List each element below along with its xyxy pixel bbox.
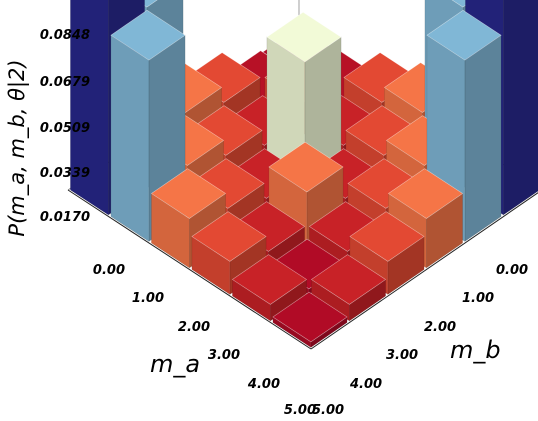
z-axis-title: P(m_a, m_b, θ|2) bbox=[5, 59, 30, 236]
labels-layer: 0.0848 0.0679 0.0509 0.0339 0.0170 0.00 … bbox=[5, 28, 528, 418]
bar-face-left bbox=[503, 0, 538, 216]
ma-tick-label: 3.00 bbox=[208, 348, 240, 363]
z-tick-label: 0.0509 bbox=[40, 121, 90, 136]
mb-tick-label: 2.00 bbox=[424, 320, 456, 335]
bar-face-top bbox=[387, 168, 464, 219]
ma-tick-label: 5.00 bbox=[284, 403, 316, 418]
bar bbox=[231, 254, 308, 322]
ma-tick-label: 4.00 bbox=[247, 377, 280, 392]
z-tick-label: 0.00 bbox=[93, 263, 125, 278]
ma-tick-label: 1.00 bbox=[132, 291, 164, 306]
bar-face-top bbox=[310, 254, 387, 305]
z-tick-label: 0.0679 bbox=[40, 75, 90, 90]
bars-layer bbox=[70, 0, 538, 348]
mb-tick-label: 5.00 bbox=[312, 403, 344, 418]
bar-face-right bbox=[110, 34, 150, 242]
bar-face-top bbox=[349, 211, 425, 262]
mb-tick-label: 3.00 bbox=[386, 348, 418, 363]
z-tick-label: 0.0339 bbox=[40, 166, 90, 181]
bar-face-top bbox=[231, 254, 308, 305]
bar-face-left bbox=[464, 34, 502, 242]
ma-axis-title: m_a bbox=[150, 350, 200, 378]
mb-tick-label: 0.00 bbox=[496, 263, 528, 278]
bar-face-top bbox=[187, 105, 263, 156]
mb-axis-line bbox=[67, 189, 312, 350]
ma-tick-label: 2.00 bbox=[178, 320, 210, 335]
bar-face-top bbox=[110, 9, 186, 61]
mb-tick-label: 4.00 bbox=[349, 377, 382, 392]
mb-tick-label: 1.00 bbox=[462, 291, 494, 306]
z-tick-label: 0.0848 bbox=[40, 28, 90, 43]
bar-face-top bbox=[268, 141, 344, 193]
bar-face-top bbox=[189, 158, 265, 209]
bar-face-top bbox=[266, 11, 342, 63]
mb-axis-title: m_b bbox=[450, 336, 501, 364]
bar-face-top bbox=[191, 211, 267, 262]
bar-face-top bbox=[150, 168, 227, 219]
bar-face-top bbox=[229, 201, 306, 252]
z-tick-label: 0.0170 bbox=[40, 210, 90, 225]
bar-face-top bbox=[272, 291, 348, 343]
bar-face-right bbox=[70, 0, 109, 216]
ma-axis-line bbox=[310, 192, 538, 350]
bar bbox=[272, 291, 348, 348]
bar bbox=[310, 254, 387, 322]
bar-face-top bbox=[185, 52, 261, 103]
bar-face-top bbox=[426, 9, 502, 61]
